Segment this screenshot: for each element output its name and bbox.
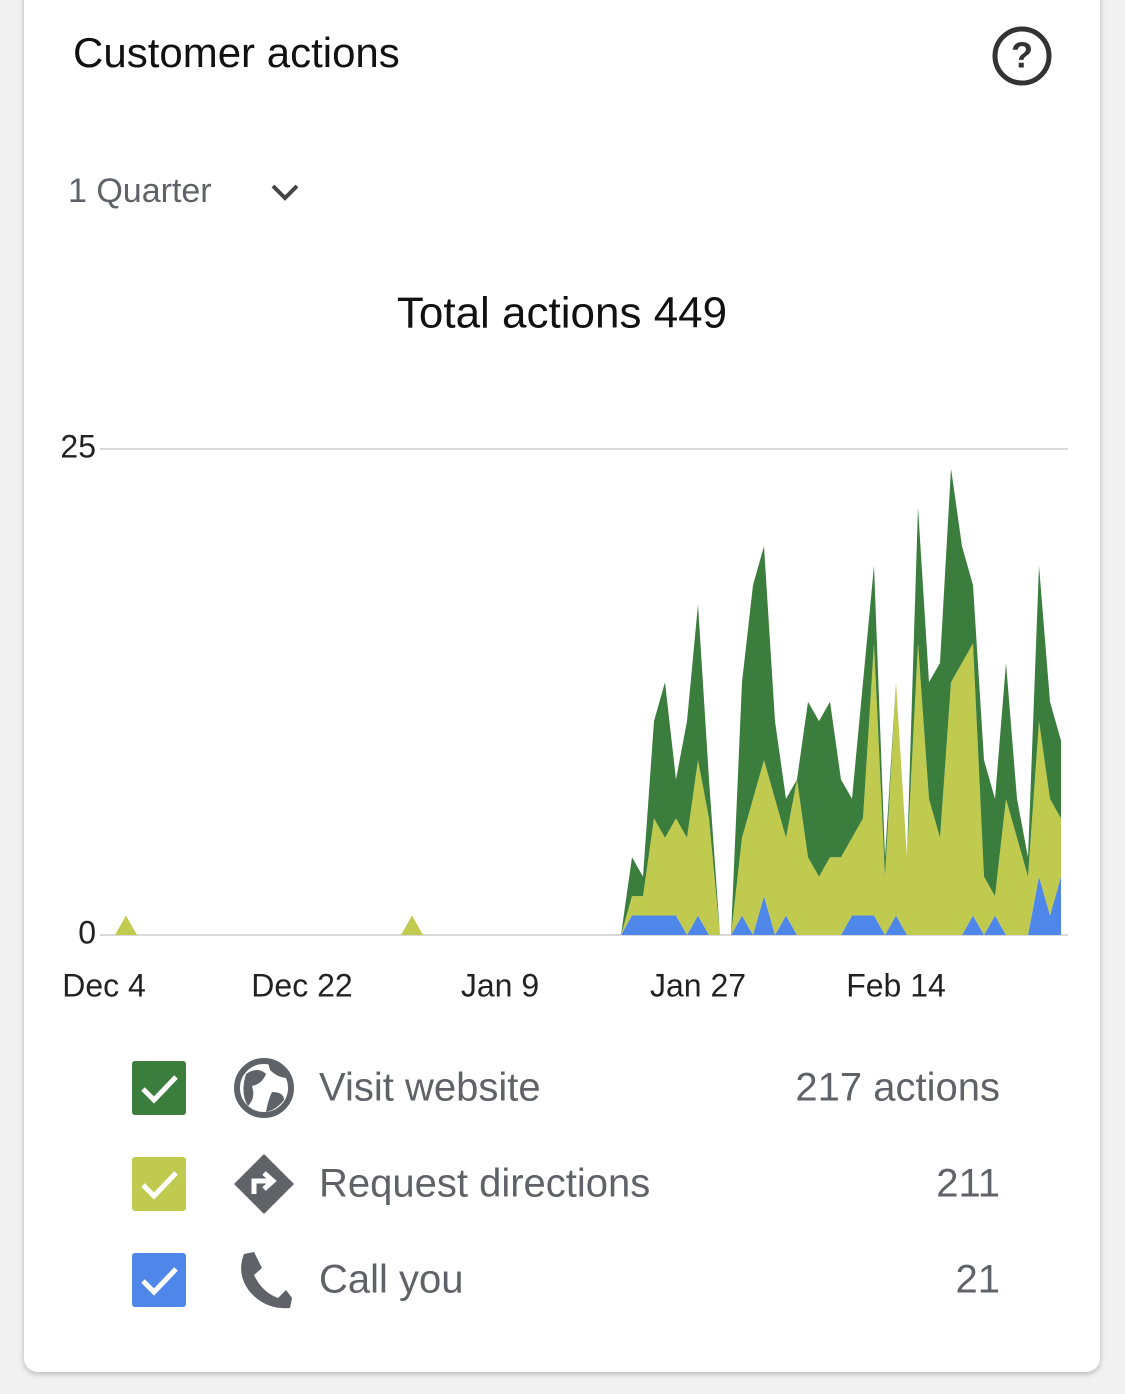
chart-title: Total actions 449 [397,289,727,338]
legend-row[interactable]: Visit website 217 actions [132,1058,1000,1118]
checkbox[interactable] [132,1061,186,1115]
legend-label: Call you [319,1258,464,1302]
checkmark [141,1075,178,1104]
checkbox[interactable] [132,1157,186,1211]
legend-label: Request directions [319,1162,650,1206]
legend: Visit website 217 actions Request directio… [132,1058,1001,1309]
area [104,643,1061,935]
globe-icon [234,1058,294,1118]
checkbox[interactable] [132,1253,186,1307]
plot: 0 25 Dec 4 Dec 22 Jan 9 Jan 27 Feb 14 [60,428,1068,1003]
legend-total: 21 [956,1258,1001,1302]
directions-arrow [251,1171,277,1194]
card [24,0,1100,1372]
area [104,468,1061,935]
directions-icon [234,1154,294,1214]
period-label: 1 Quarter [68,172,212,210]
legend-label: Visit website [319,1066,541,1110]
legend-row[interactable]: Request directions 211 [132,1154,1000,1214]
checkmark [141,1171,178,1200]
legend-total: 217 actions [795,1066,1000,1110]
y-tick-label: 25 [60,428,96,464]
svg-text:?: ? [1011,35,1033,76]
x-tick-label: Feb 14 [846,967,946,1003]
globe-land [243,1062,288,1112]
x-tick-label: Dec 4 [62,967,146,1003]
card-title: Customer actions [73,29,400,76]
x-tick-label: Dec 22 [251,967,352,1003]
x-tick-label: Jan 27 [650,967,746,1003]
dropdown-arrow [271,184,299,201]
period-dropdown[interactable]: 1 Quarter [68,172,299,210]
legend-row[interactable]: Call you 21 [132,1252,1001,1309]
checkmark [141,1267,178,1296]
phone-icon [241,1252,292,1309]
legend-total: 211 [936,1162,1000,1206]
y-tick-label: 0 [78,914,96,950]
x-tick-label: Jan 9 [461,967,539,1003]
help-icon[interactable]: ? [992,26,1052,86]
